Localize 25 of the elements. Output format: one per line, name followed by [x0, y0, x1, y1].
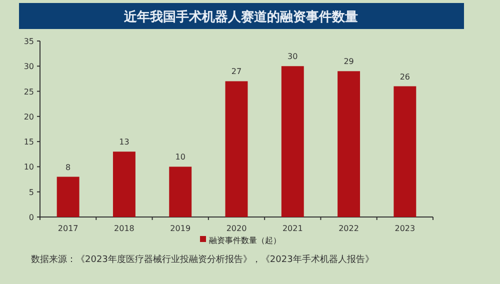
y-tick-label: 30 [24, 62, 34, 72]
y-tick-label: 10 [24, 162, 34, 172]
data-label: 10 [175, 152, 186, 162]
data-label: 27 [231, 67, 242, 76]
x-tick-label: 2023 [394, 224, 416, 233]
data-label: 26 [400, 72, 410, 82]
y-tick-label: 35 [24, 37, 34, 46]
x-tick-label: 2021 [282, 224, 303, 233]
data-label: 29 [344, 57, 354, 66]
chart-title: 近年我国手术机器人赛道的融资事件数量 [123, 9, 358, 25]
source-note: 数据来源：《2023年度医疗器械行业投融资分析报告》，《2023年手术机器人报告》 [31, 254, 374, 265]
y-tick-label: 0 [28, 213, 34, 222]
y-tick-label: 25 [24, 87, 34, 96]
y-tick-label: 15 [24, 138, 34, 147]
x-tick-label: 2020 [226, 224, 247, 233]
x-tick-label: 2018 [114, 224, 134, 233]
data-label: 8 [66, 162, 71, 172]
x-tick-label: 2017 [58, 224, 78, 233]
legend-label: 融资事件数量（起） [209, 236, 281, 245]
x-tick-label: 2019 [170, 224, 191, 233]
y-tick-label: 5 [28, 188, 34, 197]
y-tick-label: 20 [24, 112, 34, 122]
x-tick-label: 2022 [338, 224, 359, 233]
data-label: 30 [288, 52, 298, 62]
data-label: 13 [119, 138, 130, 147]
